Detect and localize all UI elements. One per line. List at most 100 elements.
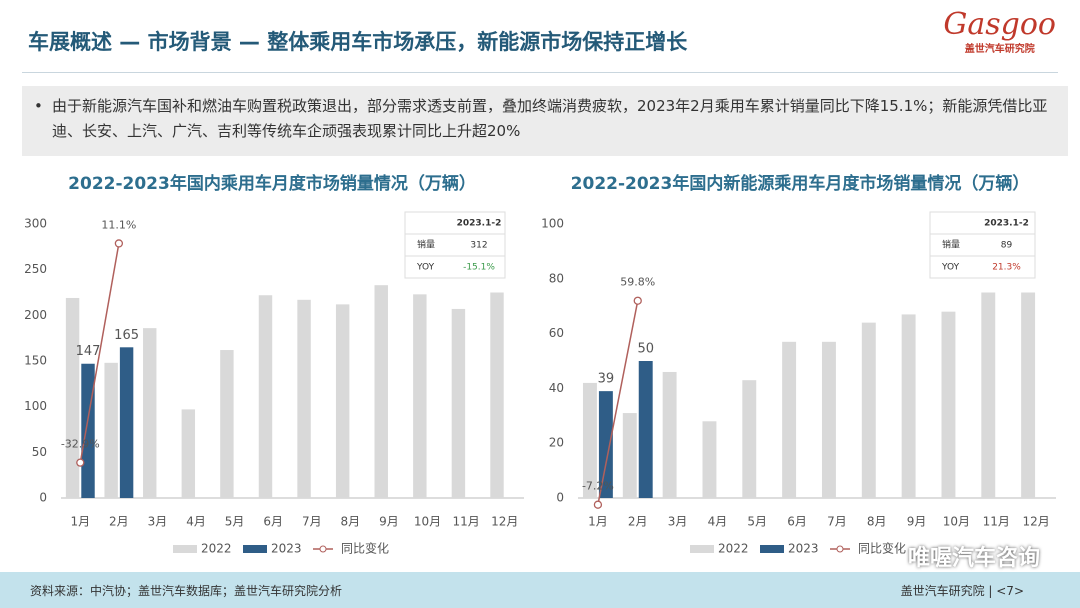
- legend-label: 2023: [788, 542, 819, 556]
- bar: [451, 308, 466, 498]
- table-frame: [404, 211, 506, 279]
- bar: [65, 297, 80, 498]
- bar: [81, 363, 95, 498]
- slide-title: 车展概述 — 市场背景 — 整体乘用车市场承压，新能源市场保持正增长: [28, 30, 688, 54]
- legend-label: 2022: [718, 542, 749, 556]
- x-tick-label: 10月: [414, 515, 441, 529]
- yoy-label: 11.1%: [101, 218, 136, 231]
- bar: [335, 304, 350, 498]
- yoy-line: [79, 243, 120, 463]
- x-tick-label: 2月: [628, 515, 648, 529]
- source: 资料来源：中汽协；盖世汽车数据库；盖世汽车研究院分析: [30, 584, 343, 598]
- x-tick-label: 3月: [668, 515, 688, 529]
- bar: [941, 311, 956, 498]
- bar: [258, 295, 273, 498]
- bar: [598, 391, 613, 498]
- bar-label: 50: [637, 342, 654, 357]
- y-tick-label: 250: [24, 262, 47, 276]
- y-tick-label: 100: [541, 217, 564, 231]
- legend-label: 2023: [271, 542, 302, 556]
- x-tick-label: 3月: [148, 515, 168, 529]
- x-tick-label: 1月: [588, 515, 608, 529]
- y-tick-label: 20: [549, 436, 564, 450]
- x-tick-label: 9月: [907, 515, 927, 529]
- bar-label: 147: [76, 344, 101, 359]
- bar: [413, 294, 427, 498]
- y-tick-label: 150: [24, 354, 47, 368]
- chart-title: 2022-2023年国内新能源乘用车月度市场销量情况（万辆）: [571, 173, 1030, 194]
- table-cell: YOY: [941, 263, 960, 273]
- legend-marker: [836, 545, 844, 553]
- x-tick-label: 12月: [1022, 515, 1049, 529]
- yoy-point: [76, 458, 85, 467]
- table-cell: 312: [470, 241, 487, 251]
- legend-swatch: [243, 545, 267, 553]
- y-tick-label: 60: [549, 326, 564, 340]
- y-tick-label: 40: [549, 381, 564, 395]
- y-tick-label: 0: [39, 491, 47, 505]
- x-tick-label: 5月: [225, 515, 245, 529]
- x-tick-label: 7月: [827, 515, 847, 529]
- logo: Gasgoo 盖世汽车研究院: [943, 7, 1056, 56]
- logo-cn: 盖世汽车研究院: [964, 44, 1035, 55]
- x-tick-label: 1月: [70, 515, 90, 529]
- x-tick-label: 11月: [983, 515, 1010, 529]
- logo-en: Gasgoo: [943, 7, 1056, 42]
- table-cell: -15.1%: [463, 263, 495, 273]
- bar: [297, 299, 311, 498]
- y-tick-label: 80: [549, 271, 564, 285]
- bar-label: 165: [114, 328, 139, 343]
- table-cell: 89: [1001, 241, 1013, 251]
- table-cell: 销量: [417, 239, 435, 251]
- yoy-point: [633, 296, 642, 305]
- legend-label: 同比变化: [858, 541, 906, 556]
- bar: [742, 380, 757, 498]
- table-frame: [929, 211, 1036, 279]
- x-tick-label: 7月: [302, 515, 322, 529]
- bullet: 由于新能源汽车国补和燃油车购置税政策退出，部分需求透支前置，叠加终端消费疲软，2…: [22, 86, 1068, 156]
- bar: [181, 409, 196, 498]
- bar: [622, 413, 637, 498]
- x-tick-label: 2月: [109, 515, 129, 529]
- bar: [861, 322, 876, 498]
- x-tick-label: 8月: [867, 515, 887, 529]
- chart-title: 2022-2023年国内乘用车月度市场销量情况（万辆）: [68, 173, 476, 194]
- bar: [662, 371, 677, 498]
- table-header: 2023.1-2: [984, 219, 1029, 229]
- x-tick-label: 6月: [263, 515, 283, 529]
- bar: [220, 350, 234, 498]
- yoy-label: -7.2%: [582, 480, 614, 493]
- bar: [901, 314, 916, 498]
- y-tick-label: 0: [556, 491, 564, 505]
- bar: [104, 362, 118, 498]
- table-cell: 销量: [942, 239, 960, 251]
- bar: [119, 347, 134, 498]
- table-header: 2023.1-2: [457, 219, 502, 229]
- x-tick-label: 12月: [491, 515, 518, 529]
- x-tick-label: 9月: [379, 515, 399, 529]
- bar: [702, 421, 717, 498]
- yoy-label: -32.9%: [61, 438, 100, 451]
- footer: 资料来源：中汽协；盖世汽车数据库；盖世汽车研究院分析 盖世汽车研究院 | <7>: [0, 572, 1080, 608]
- x-tick-label: 4月: [708, 515, 728, 529]
- y-tick-label: 100: [24, 399, 47, 413]
- y-tick-label: 200: [24, 308, 47, 322]
- x-tick-label: 5月: [747, 515, 767, 529]
- watermark: 唯喔汽车咨询: [907, 546, 1040, 571]
- bar: [1021, 292, 1036, 498]
- bar: [821, 341, 836, 498]
- bar: [490, 292, 504, 498]
- page-number: 盖世汽车研究院 | <7>: [900, 584, 1024, 598]
- bar: [582, 382, 597, 498]
- x-tick-label: 4月: [186, 515, 206, 529]
- yoy-label: 59.8%: [620, 276, 655, 289]
- bar: [374, 285, 388, 498]
- yoy-point: [593, 500, 603, 509]
- y-tick-label: 50: [32, 445, 47, 459]
- legend-label: 同比变化: [341, 541, 389, 556]
- legend-swatch: [760, 545, 784, 553]
- y-tick-label: 300: [24, 217, 47, 231]
- bar: [638, 361, 653, 498]
